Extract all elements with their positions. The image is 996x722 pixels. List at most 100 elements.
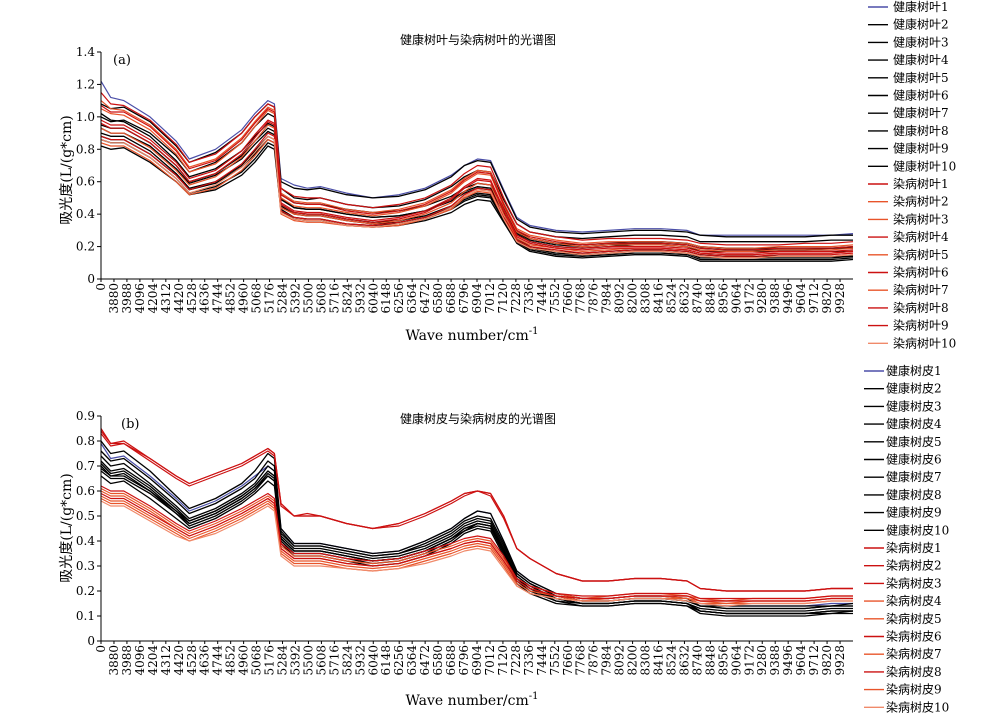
x-tick-label: 5176	[263, 645, 277, 676]
x-tick-label: 4096	[133, 283, 147, 314]
x-tick-label: 9928	[833, 283, 847, 314]
series-line-7	[100, 145, 854, 262]
x-tick-label: 6688	[444, 283, 458, 314]
x-tick-label: 5068	[250, 645, 264, 676]
x-tick-label: 8200	[626, 645, 640, 676]
y-tick-label: 0.6	[76, 484, 95, 498]
x-tick-label: 5392	[289, 283, 303, 314]
x-tick-label: 7768	[574, 645, 588, 676]
x-tick-label: 8848	[703, 645, 717, 676]
legend-item: 染病树叶3	[868, 211, 949, 226]
x-tick-label: 8956	[716, 283, 730, 314]
legend-item: 健康树皮7	[864, 469, 942, 484]
legend-item: 染病树叶1	[868, 176, 949, 191]
series-line-9	[100, 463, 853, 615]
x-tick-label: 4528	[185, 645, 199, 676]
x-tick-label: 9604	[794, 283, 808, 314]
x-tick-label: 6796	[457, 645, 471, 676]
panel-label: (a)	[113, 53, 131, 68]
x-tick-label: 7876	[587, 283, 601, 314]
legend-item: 染病树叶7	[868, 282, 949, 297]
x-tick-label: 7984	[600, 283, 614, 314]
x-tick-label: 7876	[587, 645, 601, 676]
x-axis-title: Wave number/cm-1	[406, 691, 539, 709]
series-line-18	[100, 492, 853, 602]
series-line-13	[100, 433, 853, 592]
x-tick-label: 9172	[742, 645, 756, 676]
x-tick-label: 6364	[405, 283, 419, 314]
y-tick-label: 0.2	[76, 240, 95, 254]
x-tick-label: 8740	[690, 645, 704, 676]
x-tick-label: 8416	[652, 645, 666, 676]
y-tick-label: 0.5	[76, 509, 95, 523]
legend-item: 健康树叶3	[868, 34, 949, 49]
x-tick-label: 6040	[366, 645, 380, 676]
x-tick-label: 6688	[444, 645, 458, 676]
x-tick-label: 4960	[237, 283, 251, 314]
x-tick-label: 4420	[172, 645, 186, 676]
x-tick-label: 9388	[768, 645, 782, 676]
x-tick-label: 6904	[470, 283, 484, 314]
y-tick-label: 0.4	[76, 207, 95, 221]
x-tick-label: 6364	[405, 645, 419, 676]
series-line-5	[100, 470, 854, 615]
x-tick-label: 7768	[574, 283, 588, 314]
legend-item: 健康树皮2	[864, 381, 942, 396]
legend-item: 健康树叶10	[868, 158, 956, 173]
series-line-2	[100, 440, 854, 607]
y-tick-label: 1.4	[76, 45, 95, 59]
legend-label: 健康树叶6	[893, 88, 949, 103]
y-tick-label: 1.0	[76, 110, 95, 124]
legend-item: 染病树皮7	[864, 646, 942, 661]
x-tick-label: 4096	[133, 645, 147, 676]
x-tick-label: 0	[94, 645, 108, 653]
legend: 健康树皮1 健康树皮2 健康树皮3 健康树皮4 健康树皮5 健康树皮6 健康树皮7 健康树皮8…	[864, 363, 949, 714]
series-line-11	[100, 92, 854, 246]
x-tick-label: 6472	[418, 283, 432, 314]
legend-label: 健康树叶4	[893, 52, 949, 67]
x-tick-label: 7984	[600, 645, 614, 676]
legend-label: 染病树叶9	[893, 318, 949, 333]
series-line-19	[100, 121, 854, 256]
x-tick-label: 5392	[289, 645, 303, 676]
legend-item: 染病树叶6	[868, 265, 949, 280]
x-tick-label: 7012	[483, 645, 497, 676]
legend-label: 染病树叶10	[893, 335, 956, 350]
legend-item: 染病树皮8	[864, 664, 942, 679]
series-line-12	[100, 100, 854, 249]
legend-label: 健康树叶8	[893, 123, 949, 138]
x-tick-label: 6256	[392, 283, 406, 314]
legend-label: 染病树皮6	[886, 629, 942, 644]
x-tick-label: 5608	[314, 283, 328, 314]
series-line-19	[100, 497, 853, 605]
series-line-20	[100, 135, 854, 259]
x-tick-label: 3880	[107, 645, 121, 676]
legend-label: 健康树叶1	[893, 0, 949, 14]
legend-label: 健康树叶7	[893, 105, 949, 120]
series-line-16	[100, 485, 853, 600]
x-tick-label: 3988	[120, 283, 134, 314]
legend-label: 健康树叶10	[893, 158, 956, 173]
x-tick-label: 8848	[703, 283, 717, 314]
y-tick-label: 0.8	[76, 142, 95, 156]
x-tick-label: 5608	[314, 645, 328, 676]
x-axis-title: Wave number/cm-1	[406, 326, 539, 344]
x-tick-label: 6796	[457, 283, 471, 314]
legend-label: 健康树皮3	[886, 398, 942, 413]
x-tick-label: 5716	[327, 283, 341, 314]
y-tick-label: 0	[87, 272, 95, 286]
legend-label: 染病树叶4	[893, 229, 949, 244]
y-tick-label: 0.3	[76, 559, 95, 573]
legend-item: 健康树皮3	[864, 398, 942, 413]
x-tick-label: 0	[94, 283, 108, 291]
x-tick-label: 6040	[366, 283, 380, 314]
x-tick-label: 4528	[185, 283, 199, 314]
x-tick-label: 3880	[107, 283, 121, 314]
series-line-2	[100, 103, 853, 238]
legend-label: 健康树叶9	[893, 141, 949, 156]
legend-item: 染病树叶9	[868, 318, 949, 333]
x-tick-label: 4636	[198, 645, 212, 676]
legend-item: 健康树皮4	[864, 416, 942, 431]
